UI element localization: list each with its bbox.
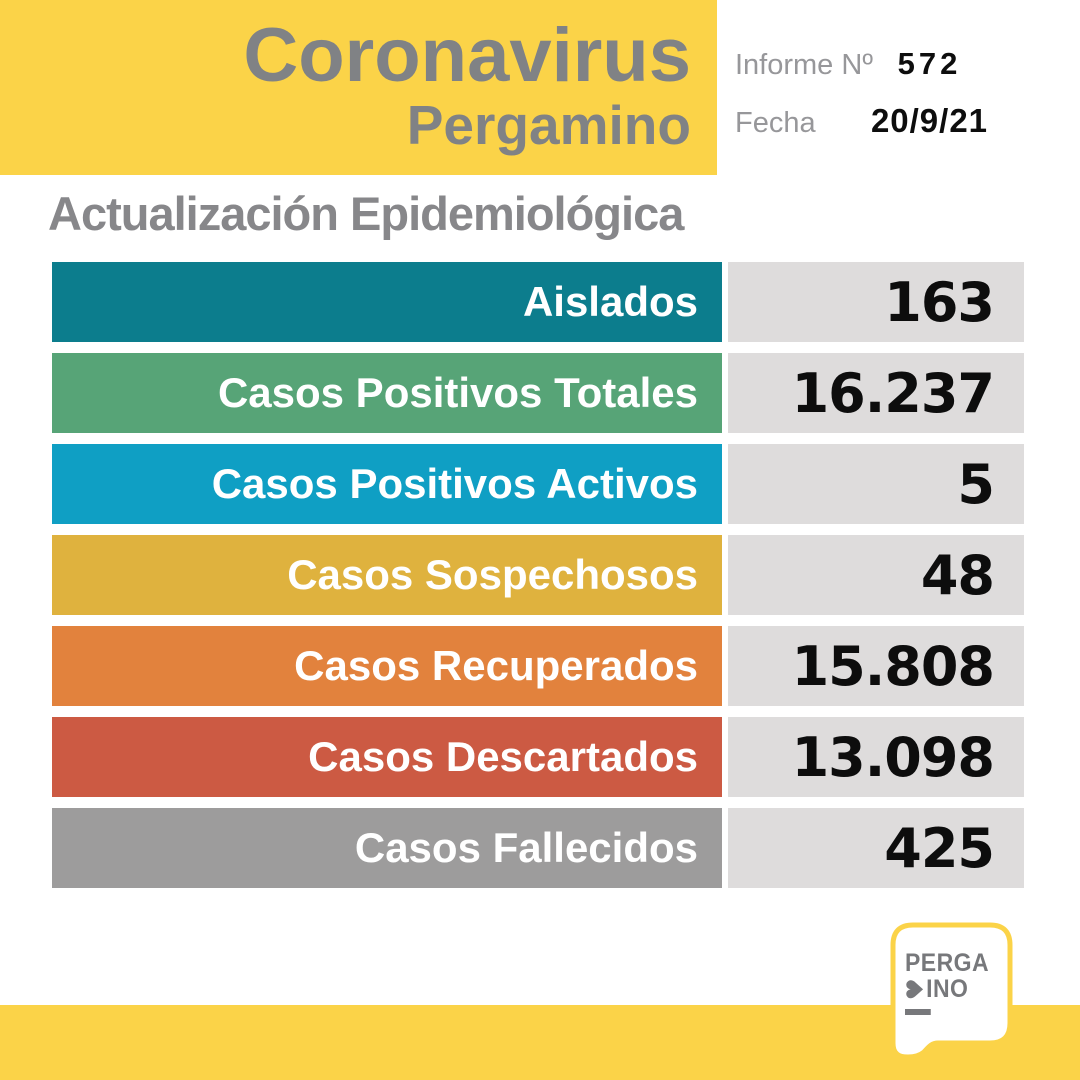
stats-table: Aislados 163 Casos Positivos Totales 16.… bbox=[52, 262, 1024, 899]
table-row-positivos-activos: Casos Positivos Activos 5 bbox=[52, 444, 1024, 524]
stat-value: 48 bbox=[920, 543, 995, 607]
table-row-fallecidos: Casos Fallecidos 425 bbox=[52, 808, 1024, 888]
stat-value: 13.098 bbox=[791, 725, 995, 789]
report-number-label: Informe Nº bbox=[735, 49, 873, 81]
stat-value: 425 bbox=[884, 816, 995, 880]
stat-label: Casos Positivos Activos bbox=[211, 460, 698, 507]
header-band: Coronavirus Pergamino bbox=[0, 0, 717, 175]
stat-bar-positivos-totales: Casos Positivos Totales bbox=[52, 353, 722, 433]
report-number-value: 572 bbox=[897, 46, 962, 81]
stat-value-box: 5 bbox=[728, 444, 1024, 524]
stat-value: 16.237 bbox=[791, 361, 995, 425]
date-value: 20/9/21 bbox=[870, 102, 989, 139]
logo-line2-suffix: INO bbox=[926, 975, 969, 1003]
stat-value-box: 13.098 bbox=[728, 717, 1024, 797]
report-date-row: Fecha 20/9/21 bbox=[735, 102, 1025, 140]
main-title: Coronavirus bbox=[243, 13, 691, 98]
table-row-positivos-totales: Casos Positivos Totales 16.237 bbox=[52, 353, 1024, 433]
stat-label: Casos Fallecidos bbox=[354, 824, 698, 871]
stat-value: 15.808 bbox=[791, 634, 995, 698]
stat-label: Casos Descartados bbox=[308, 733, 698, 780]
logo-text: PERGA ♥INO bbox=[901, 949, 990, 1015]
stat-label: Casos Positivos Totales bbox=[217, 369, 698, 416]
main-title-city: Pergamino bbox=[406, 94, 691, 156]
stat-bar-aislados: Aislados bbox=[52, 262, 722, 342]
logo-line1: PERGA bbox=[905, 949, 990, 977]
stat-bar-fallecidos: Casos Fallecidos bbox=[52, 808, 722, 888]
stat-label: Casos Sospechosos bbox=[287, 551, 698, 598]
stat-value: 5 bbox=[957, 452, 995, 516]
table-row-aislados: Aislados 163 bbox=[52, 262, 1024, 342]
heart-icon: ♥ bbox=[901, 977, 929, 1001]
stat-value-box: 48 bbox=[728, 535, 1024, 615]
table-row-descartados: Casos Descartados 13.098 bbox=[52, 717, 1024, 797]
speech-bubble-icon bbox=[890, 922, 1013, 1060]
stat-value-box: 15.808 bbox=[728, 626, 1024, 706]
pergamino-logo: PERGA ♥INO bbox=[886, 918, 1018, 1060]
stat-label: Casos Recuperados bbox=[294, 642, 698, 689]
stat-label: Aislados bbox=[522, 278, 698, 325]
table-row-recuperados: Casos Recuperados 15.808 bbox=[52, 626, 1024, 706]
stat-value-box: 163 bbox=[728, 262, 1024, 342]
report-number-row: Informe Nº 572 bbox=[735, 46, 1025, 82]
table-row-sospechosos: Casos Sospechosos 48 bbox=[52, 535, 1024, 615]
logo-line2: ♥INO bbox=[901, 975, 989, 1003]
date-label: Fecha bbox=[735, 107, 816, 139]
stat-value-box: 425 bbox=[728, 808, 1024, 888]
stat-bar-positivos-activos: Casos Positivos Activos bbox=[52, 444, 722, 524]
logo-underline bbox=[905, 1009, 931, 1015]
stat-value-box: 16.237 bbox=[728, 353, 1024, 433]
stat-bar-recuperados: Casos Recuperados bbox=[52, 626, 722, 706]
report-info: Informe Nº 572 Fecha 20/9/21 bbox=[735, 46, 1025, 160]
stat-value: 163 bbox=[884, 270, 995, 334]
page-title: Actualización Epidemiológica bbox=[48, 187, 684, 240]
stat-bar-sospechosos: Casos Sospechosos bbox=[52, 535, 722, 615]
stat-bar-descartados: Casos Descartados bbox=[52, 717, 722, 797]
